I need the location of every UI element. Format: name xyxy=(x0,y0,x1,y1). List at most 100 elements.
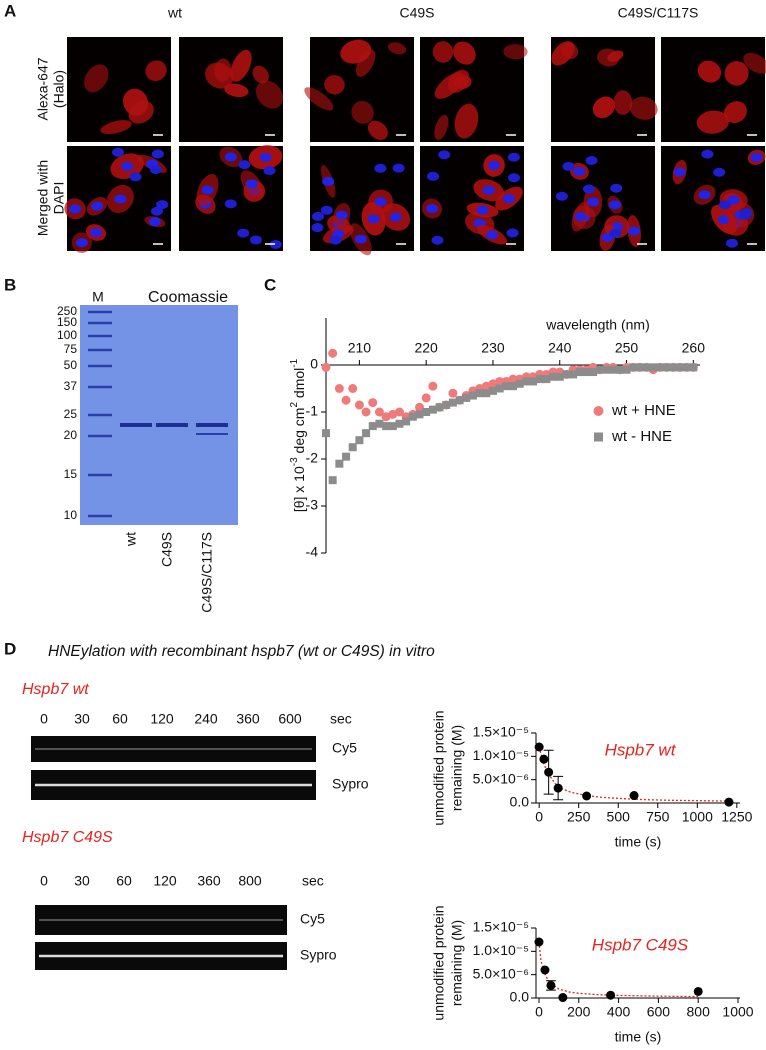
fit-curve xyxy=(538,941,699,998)
point xyxy=(321,362,331,372)
marker-size: 10 xyxy=(64,508,78,522)
gel-title: Hspb7 C49S xyxy=(22,829,113,846)
point xyxy=(544,767,554,777)
x-tick-label: 240 xyxy=(548,340,572,356)
time-unit: sec xyxy=(302,873,324,889)
nucleus xyxy=(269,239,282,249)
point xyxy=(442,400,451,409)
nucleus xyxy=(582,184,595,194)
time-label: 60 xyxy=(116,873,132,889)
nucleus xyxy=(725,238,738,248)
nucleus xyxy=(151,149,164,159)
cell xyxy=(447,69,470,93)
point xyxy=(334,384,344,393)
x-tick-label: 1000 xyxy=(682,809,713,825)
nucleus xyxy=(249,235,262,245)
nucleus xyxy=(259,152,272,162)
point xyxy=(395,419,404,428)
point xyxy=(635,363,644,372)
x-tick-label: 230 xyxy=(481,340,505,356)
point xyxy=(615,365,624,374)
point xyxy=(515,379,524,388)
point xyxy=(502,382,511,391)
cell xyxy=(252,65,269,84)
point xyxy=(335,459,344,468)
nucleus xyxy=(488,160,501,170)
point xyxy=(448,398,457,407)
point xyxy=(462,393,471,402)
point xyxy=(348,384,358,393)
x-tick-label: 0 xyxy=(535,809,543,825)
point xyxy=(555,372,564,381)
x-tick-label: 1250 xyxy=(721,809,752,825)
nucleus xyxy=(698,190,711,200)
point xyxy=(669,363,678,372)
panel-label: C xyxy=(264,275,276,294)
cell xyxy=(743,52,766,74)
point xyxy=(649,363,658,372)
nucleus xyxy=(263,166,276,176)
nucleus xyxy=(508,173,521,183)
nucleus xyxy=(718,200,731,210)
nucleus xyxy=(555,191,568,201)
nucleus xyxy=(374,163,387,173)
cell xyxy=(434,114,449,140)
row-label: DAPI xyxy=(51,182,67,215)
cell xyxy=(503,44,528,60)
point xyxy=(539,754,549,764)
y-tick-label: -1 xyxy=(306,403,319,419)
nucleus xyxy=(740,208,753,218)
point xyxy=(602,365,611,374)
nucleus xyxy=(476,205,489,215)
point xyxy=(582,368,591,377)
time-label: 360 xyxy=(197,873,221,889)
micrograph xyxy=(661,37,766,142)
time-label: 0 xyxy=(40,873,48,889)
annotation: Hspb7 C49S xyxy=(592,935,689,954)
nucleus xyxy=(129,172,142,182)
panel-title: HNEylation with recombinant hspb7 (wt or… xyxy=(48,643,435,660)
x-tick-label: 800 xyxy=(687,1004,711,1020)
nucleus xyxy=(392,163,405,173)
cell xyxy=(255,80,283,109)
y-axis-title: remaining (M) xyxy=(449,920,465,1006)
point xyxy=(415,402,424,412)
cell xyxy=(230,49,252,82)
cell xyxy=(84,64,109,93)
marker-lane-label: M xyxy=(92,289,104,305)
cell xyxy=(324,75,345,95)
micrograph xyxy=(310,146,414,256)
nucleus xyxy=(311,211,324,221)
point xyxy=(629,363,638,372)
blot-label: Sypro xyxy=(300,947,337,963)
nucleus xyxy=(69,204,82,214)
blot-label: Cy5 xyxy=(300,911,325,927)
point xyxy=(408,412,417,421)
point xyxy=(569,370,578,379)
nucleus xyxy=(150,206,163,216)
time-unit: sec xyxy=(330,711,352,727)
point xyxy=(495,376,505,386)
micrograph xyxy=(420,146,524,251)
nucleus xyxy=(673,167,686,177)
panel-label: B xyxy=(4,275,16,294)
column-title: wt xyxy=(167,5,182,21)
micrograph xyxy=(179,37,283,142)
nucleus xyxy=(322,176,335,186)
nucleus xyxy=(507,152,520,162)
column-title: C49S xyxy=(399,5,434,21)
marker-size: 37 xyxy=(64,379,78,393)
point xyxy=(675,363,684,372)
nucleus xyxy=(701,149,714,159)
nucleus xyxy=(628,226,641,236)
gel-title: Coomassie xyxy=(148,289,228,306)
time-label: 800 xyxy=(238,873,262,889)
cell xyxy=(629,96,658,120)
micrograph xyxy=(551,37,658,142)
row-label: Alexa-647 xyxy=(35,57,51,120)
micrograph xyxy=(304,37,414,142)
nucleus xyxy=(114,194,127,204)
nucleus xyxy=(502,194,515,204)
x-tick-label: 210 xyxy=(348,340,372,356)
marker-size: 75 xyxy=(64,342,78,356)
